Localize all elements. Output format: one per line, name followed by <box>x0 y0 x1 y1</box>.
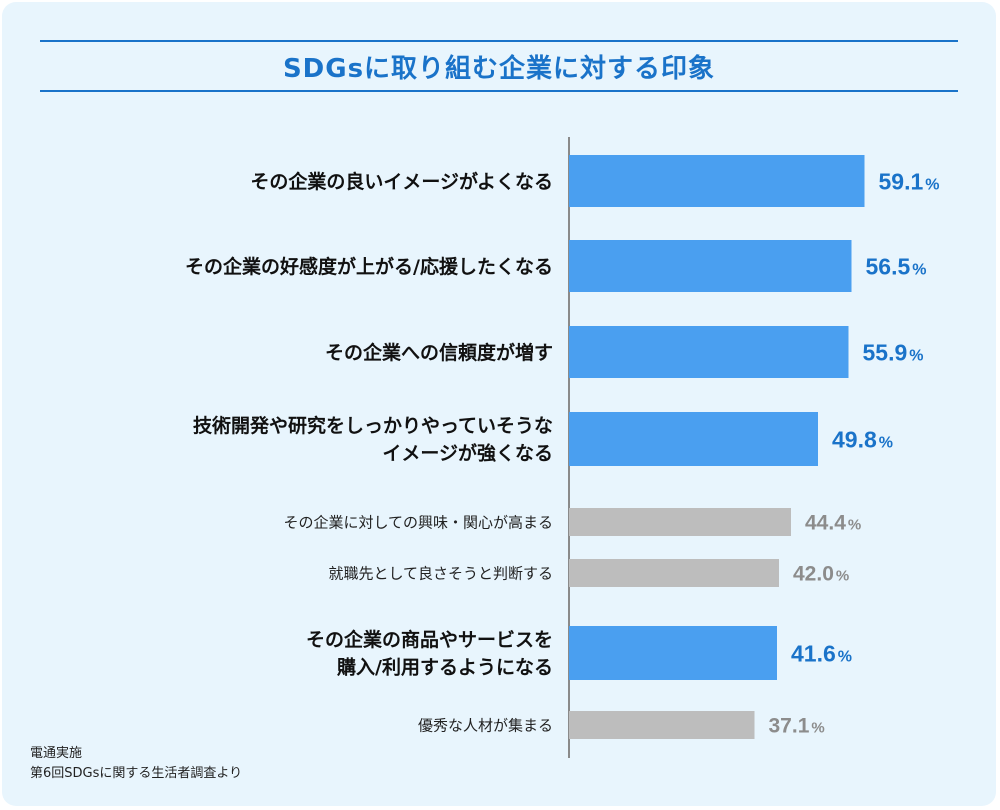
bar <box>569 626 777 680</box>
bar <box>569 711 755 739</box>
category-label: 就職先として良さそうと判断する <box>328 564 553 582</box>
value-label: 44.4% <box>805 512 861 535</box>
source-notes: 電通実施 第6回SDGsに関する生活者調査より <box>30 744 242 784</box>
category-label: その企業に対しての興味・関心が高まる <box>283 513 553 531</box>
source-note-line: 電通実施 <box>30 746 83 761</box>
chart-title: SDGsに取り組む企業に対する印象 <box>282 53 716 84</box>
category-label: 優秀な人材が集まる <box>418 716 553 734</box>
value-label: 49.8% <box>832 426 893 452</box>
bar <box>569 412 818 466</box>
category-label: その企業の好感度が上がる/応援したくなる <box>185 255 553 278</box>
bar <box>569 326 849 378</box>
category-label: その企業の商品やサービスを <box>306 628 553 651</box>
value-label: 42.0% <box>793 563 849 586</box>
bar <box>569 559 779 587</box>
value-label: 55.9% <box>863 339 924 365</box>
source-note-line: 第6回SDGsに関する生活者調査より <box>30 766 243 781</box>
value-label: 41.6% <box>791 640 852 666</box>
value-label: 56.5% <box>866 253 927 279</box>
bar <box>569 155 865 207</box>
category-label: その企業への信頼度が増す <box>325 341 553 364</box>
bars-group: その企業の良いイメージがよくなる 59.1 % その企業の好感度が上がる/応援したくな… <box>185 155 940 739</box>
bar <box>569 240 852 292</box>
category-label: 購入/利用するようになる <box>337 656 553 679</box>
value-label: 37.1% <box>769 715 825 738</box>
chart-title-frame: SDGsに取り組む企業に対する印象 <box>40 40 958 92</box>
category-label: その企業の良いイメージがよくなる <box>250 170 553 193</box>
value-label: 59.1% <box>879 168 940 194</box>
category-label: 技術開発や研究をしっかりやっていそうな <box>193 414 553 437</box>
bar <box>569 508 791 536</box>
category-label: イメージが強くなる <box>382 442 553 465</box>
